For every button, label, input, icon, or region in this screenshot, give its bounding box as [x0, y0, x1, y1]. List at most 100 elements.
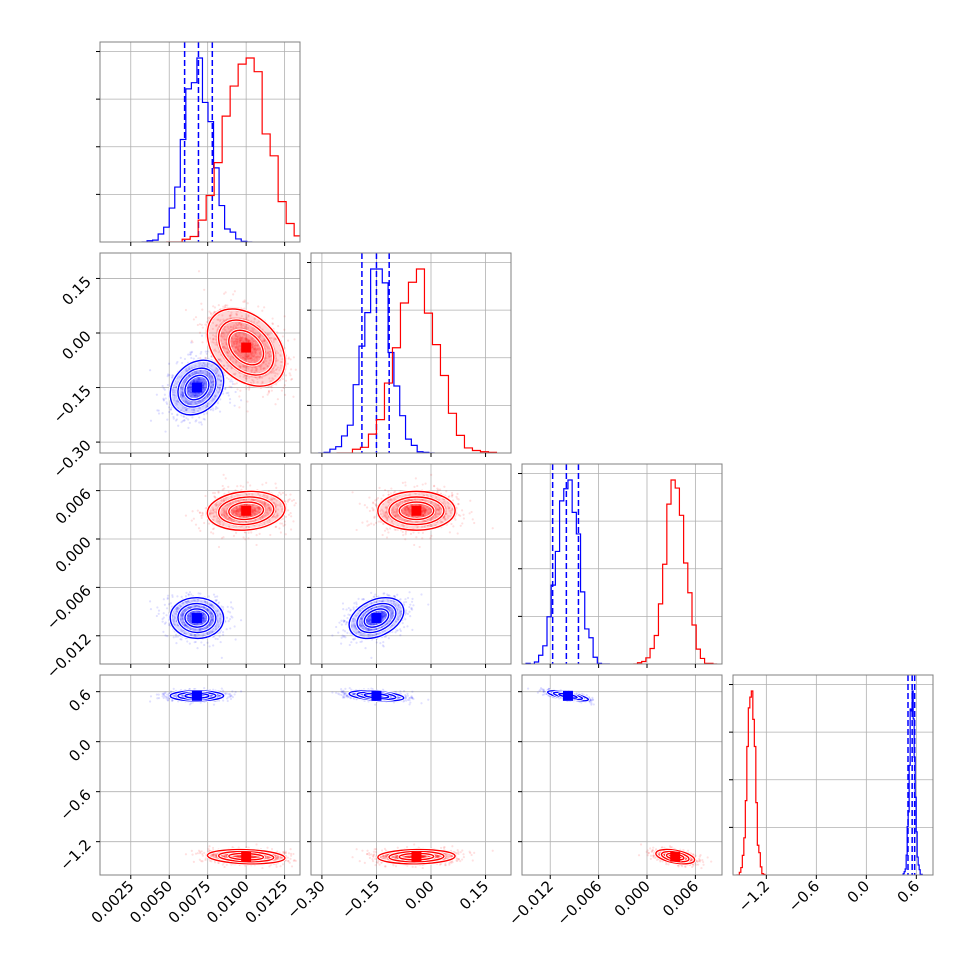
scatter-point [340, 623, 343, 626]
scatter-point [239, 336, 242, 339]
scatter-point [426, 505, 429, 508]
scatter-point [396, 618, 399, 621]
scatter-point [217, 318, 220, 321]
scatter-point [219, 335, 223, 338]
scatter-point [204, 626, 207, 630]
scatter-point [183, 419, 186, 422]
scatter-point [235, 313, 239, 317]
scatter-point [234, 340, 237, 343]
scatter-point [182, 613, 185, 616]
scatter-point [202, 617, 205, 620]
scatter-point [272, 338, 276, 341]
scatter-point [218, 388, 222, 392]
scatter-point [261, 340, 264, 343]
y-tick-label: 0.00 [58, 327, 94, 363]
scatter-point [266, 352, 269, 355]
scatter-point [402, 626, 406, 629]
scatter-point [370, 628, 373, 631]
contour-blue [184, 374, 210, 401]
scatter-point [383, 513, 386, 516]
scatter-point [253, 508, 256, 511]
scatter-point [248, 354, 251, 357]
scatter-point [386, 518, 389, 522]
scatter-point [350, 623, 354, 627]
scatter-point [239, 375, 242, 378]
scatter-point [279, 360, 282, 364]
scatter-point [258, 511, 261, 514]
scatter-point [241, 356, 245, 359]
scatter-point [240, 322, 243, 326]
scatter-point [188, 618, 191, 622]
scatter-point [232, 357, 235, 360]
scatter-point [381, 615, 385, 618]
panel-1-1 [307, 252, 512, 457]
scatter-point [243, 366, 247, 369]
scatter-point [237, 520, 240, 523]
scatter-point [387, 637, 390, 640]
scatter-point [175, 607, 178, 611]
scatter-point [289, 374, 292, 377]
scatter-point [190, 612, 193, 615]
scatter-point [211, 616, 214, 619]
scatter-point [380, 600, 383, 603]
scatter-point [268, 519, 271, 522]
scatter-point [212, 518, 215, 521]
scatter-point [246, 339, 250, 342]
scatter-point [187, 606, 190, 609]
scatter-point [248, 338, 251, 342]
scatter-point [407, 514, 410, 517]
scatter-point [162, 630, 165, 633]
scatter-point [202, 619, 205, 622]
scatter-point [268, 506, 271, 509]
scatter-point [367, 621, 371, 624]
scatter-point [187, 617, 190, 620]
scatter-point [189, 391, 192, 395]
scatter-point [199, 362, 202, 365]
scatter-point [239, 515, 242, 518]
contour-red [206, 490, 286, 531]
scatter-point [279, 364, 282, 367]
scatter-point [225, 517, 228, 520]
scatter-point [189, 402, 192, 406]
scatter-point [212, 409, 215, 412]
scatter-point [207, 317, 210, 320]
scatter-point [242, 300, 245, 303]
scatter-point [243, 358, 246, 361]
scatter-point [233, 511, 236, 514]
scatter-point [250, 337, 253, 340]
scatter-point [202, 628, 205, 631]
scatter-point [430, 500, 434, 504]
scatter-point [191, 341, 194, 344]
scatter-point [267, 389, 270, 393]
scatter-point [382, 615, 385, 618]
scatter-point [218, 319, 222, 323]
scatter-point [426, 524, 429, 527]
scatter-point [374, 623, 377, 626]
scatter-point [214, 637, 217, 640]
scatter-point [188, 614, 192, 617]
scatter-point [194, 316, 198, 319]
scatter-point [279, 349, 282, 352]
scatter-point [189, 613, 193, 616]
scatter-point [198, 610, 201, 614]
scatter-point [212, 311, 215, 315]
scatter-point [201, 326, 204, 329]
scatter-point [245, 503, 248, 507]
scatter-point [261, 340, 264, 343]
scatter-point [214, 395, 217, 398]
scatter-point [394, 631, 397, 634]
scatter-point [365, 604, 369, 607]
scatter-point [386, 500, 389, 504]
scatter-point [210, 618, 213, 622]
scatter-point [194, 640, 197, 644]
scatter-point [168, 603, 171, 606]
scatter-point [399, 634, 402, 637]
scatter-point [243, 300, 246, 304]
scatter-point [257, 508, 260, 511]
scatter-point [214, 369, 217, 373]
scatter-point [422, 514, 425, 518]
panel-2-1 [307, 463, 512, 668]
scatter-point [366, 617, 369, 620]
scatter-point [193, 394, 197, 397]
scatter-point [223, 487, 226, 490]
